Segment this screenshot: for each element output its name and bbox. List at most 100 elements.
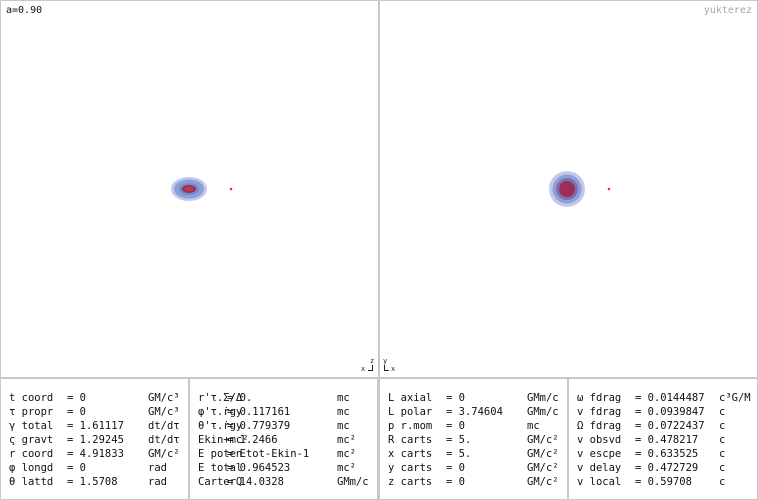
readout-row: Ekin+mc² = 1.2466 mc² bbox=[198, 433, 377, 447]
readout-label: v obsvd bbox=[577, 434, 622, 446]
readout-label: φ'τ.ṙgy bbox=[198, 406, 243, 418]
test-particle bbox=[607, 187, 611, 191]
readout-row: v fdrag = 0.0939847 c bbox=[577, 405, 757, 419]
readout-unit: GM/c² bbox=[527, 434, 559, 446]
readout-value: = 14.0328 bbox=[227, 476, 284, 488]
black-hole-top-view bbox=[549, 171, 585, 207]
readout-unit: c³G/M bbox=[719, 392, 751, 404]
readout-unit: rad bbox=[148, 462, 167, 474]
readout-label: L axial bbox=[388, 392, 433, 404]
readout-value: = 0.472729 bbox=[635, 462, 699, 474]
readout-row: y carts = 0 GM/c² bbox=[388, 461, 567, 475]
readout-value: = 0.0722437 bbox=[635, 420, 705, 432]
readout-unit: GM/c² bbox=[527, 462, 559, 474]
panel-velocities: ω fdrag = 0.0144487 c³G/M v fdrag = 0.093984… bbox=[569, 379, 757, 499]
readout-row: γ total = 1.61117 dt/dτ bbox=[9, 419, 188, 433]
readout-label: x carts bbox=[388, 448, 433, 460]
readout-unit: GMm/c bbox=[527, 392, 559, 404]
readout-row: CarterQ = 14.0328 GMm/c bbox=[198, 475, 377, 489]
readout-row: ς gravt = 1.29245 dt/dτ bbox=[9, 433, 188, 447]
readout-row: ω fdrag = 0.0144487 c³G/M bbox=[577, 391, 757, 405]
readout-row: v local = 0.59708 c bbox=[577, 475, 757, 489]
readout-unit: c bbox=[719, 448, 726, 460]
readout-label: ω fdrag bbox=[577, 392, 622, 404]
left-view-canvas bbox=[171, 177, 233, 201]
readout-label: v fdrag bbox=[577, 406, 622, 418]
test-particle bbox=[229, 187, 233, 191]
readout-row: r'τ.Σ/Δ = 0. mc bbox=[198, 391, 377, 405]
readout-label: z carts bbox=[388, 476, 433, 488]
readout-row: E total = 0.964523 mc² bbox=[198, 461, 377, 475]
readout-label: CarterQ bbox=[198, 476, 243, 488]
readout-label: E poten bbox=[198, 448, 243, 460]
readout-label: φ longd bbox=[9, 462, 54, 474]
readout-label: Ekin+mc² bbox=[198, 434, 249, 446]
spin-parameter-label: a=0.90 bbox=[6, 5, 43, 16]
readout-label: E total bbox=[198, 462, 243, 474]
readout-label: v delay bbox=[577, 462, 622, 474]
readout-label: t coord bbox=[9, 392, 54, 404]
readout-label: θ lattd bbox=[9, 476, 54, 488]
readout-value: = 0.478217 bbox=[635, 434, 699, 446]
readout-value: = 0. bbox=[227, 392, 253, 404]
axis-x-label: x bbox=[361, 365, 366, 373]
readout-row: τ propr = 0 GM/c³ bbox=[9, 405, 188, 419]
readout-unit: mc bbox=[527, 420, 540, 432]
readout-value: = 0 bbox=[67, 406, 86, 418]
singularity bbox=[185, 187, 193, 191]
readout-label: τ propr bbox=[9, 406, 54, 418]
readout-label: v escpe bbox=[577, 448, 622, 460]
readout-label: γ total bbox=[9, 420, 54, 432]
readout-value: = 0 bbox=[446, 392, 465, 404]
readout-unit: c bbox=[719, 406, 726, 418]
readout-value: = 4.91833 bbox=[67, 448, 124, 460]
readout-unit: GM/c³ bbox=[148, 406, 180, 418]
readout-value: = 0 bbox=[67, 392, 86, 404]
readout-value: = 1.29245 bbox=[67, 434, 124, 446]
readout-label: r coord bbox=[9, 448, 54, 460]
readout-row: θ'τ.ṙgy = 0.779379 mc bbox=[198, 419, 377, 433]
readout-row: R carts = 5. GM/c² bbox=[388, 433, 567, 447]
panel-momentum: L axial = 0 GMm/c L polar = 3.74604 GMm/c p r.… bbox=[380, 379, 567, 499]
readout-value: = 0.964523 bbox=[227, 462, 291, 474]
readout-value: = Etot-Ekin-1 bbox=[227, 448, 310, 460]
readout-unit: c bbox=[719, 462, 726, 474]
readout-unit: GM/c² bbox=[148, 448, 180, 460]
readout-unit: mc² bbox=[337, 462, 356, 474]
readout-value: = 0.59708 bbox=[635, 476, 692, 488]
readout-label: p r.mom bbox=[388, 420, 433, 432]
axis-z-label: z bbox=[370, 357, 375, 365]
readout-row: E poten = Etot-Ekin-1 mc² bbox=[198, 447, 377, 461]
readout-row: L axial = 0 GMm/c bbox=[388, 391, 567, 405]
readout-value: = 5. bbox=[446, 448, 472, 460]
right-view-canvas bbox=[549, 171, 611, 207]
panel-coordinates: t coord = 0 GM/c³ τ propr = 0 GM/c³ γ total = 1… bbox=[1, 379, 188, 499]
readout-unit: mc² bbox=[337, 434, 356, 446]
readout-unit: GMm/c bbox=[527, 406, 559, 418]
right-view-xy[interactable]: yukterez y x bbox=[380, 1, 757, 377]
readout-unit: mc bbox=[337, 420, 350, 432]
readout-unit: dt/dτ bbox=[148, 420, 180, 432]
readout-unit: c bbox=[719, 434, 726, 446]
axis-indicator-xz: z x bbox=[360, 357, 375, 373]
black-hole-side-view bbox=[171, 177, 207, 201]
readout-unit: c bbox=[719, 420, 726, 432]
left-view-xz[interactable]: a=0.90 z x bbox=[1, 1, 378, 377]
readout-value: = 0.0144487 bbox=[635, 392, 705, 404]
readout-value: = 0.779379 bbox=[227, 420, 291, 432]
readout-row: v delay = 0.472729 c bbox=[577, 461, 757, 475]
axis-y-label: y bbox=[383, 357, 388, 365]
readout-unit: dt/dτ bbox=[148, 434, 180, 446]
readout-value: = 3.74604 bbox=[446, 406, 503, 418]
readout-unit: GM/c² bbox=[527, 448, 559, 460]
brand-watermark: yukterez bbox=[703, 5, 752, 16]
horizon-inner bbox=[559, 181, 575, 197]
readout-unit: GMm/c bbox=[337, 476, 369, 488]
axis-indicator-xy: y x bbox=[383, 357, 397, 373]
readout-row: x carts = 5. GM/c² bbox=[388, 447, 567, 461]
readout-value: = 1.2466 bbox=[227, 434, 278, 446]
readout-unit: mc bbox=[337, 406, 350, 418]
readout-value: = 0.0939847 bbox=[635, 406, 705, 418]
readout-row: Ω fdrag = 0.0722437 c bbox=[577, 419, 757, 433]
readout-row: p r.mom = 0 mc bbox=[388, 419, 567, 433]
